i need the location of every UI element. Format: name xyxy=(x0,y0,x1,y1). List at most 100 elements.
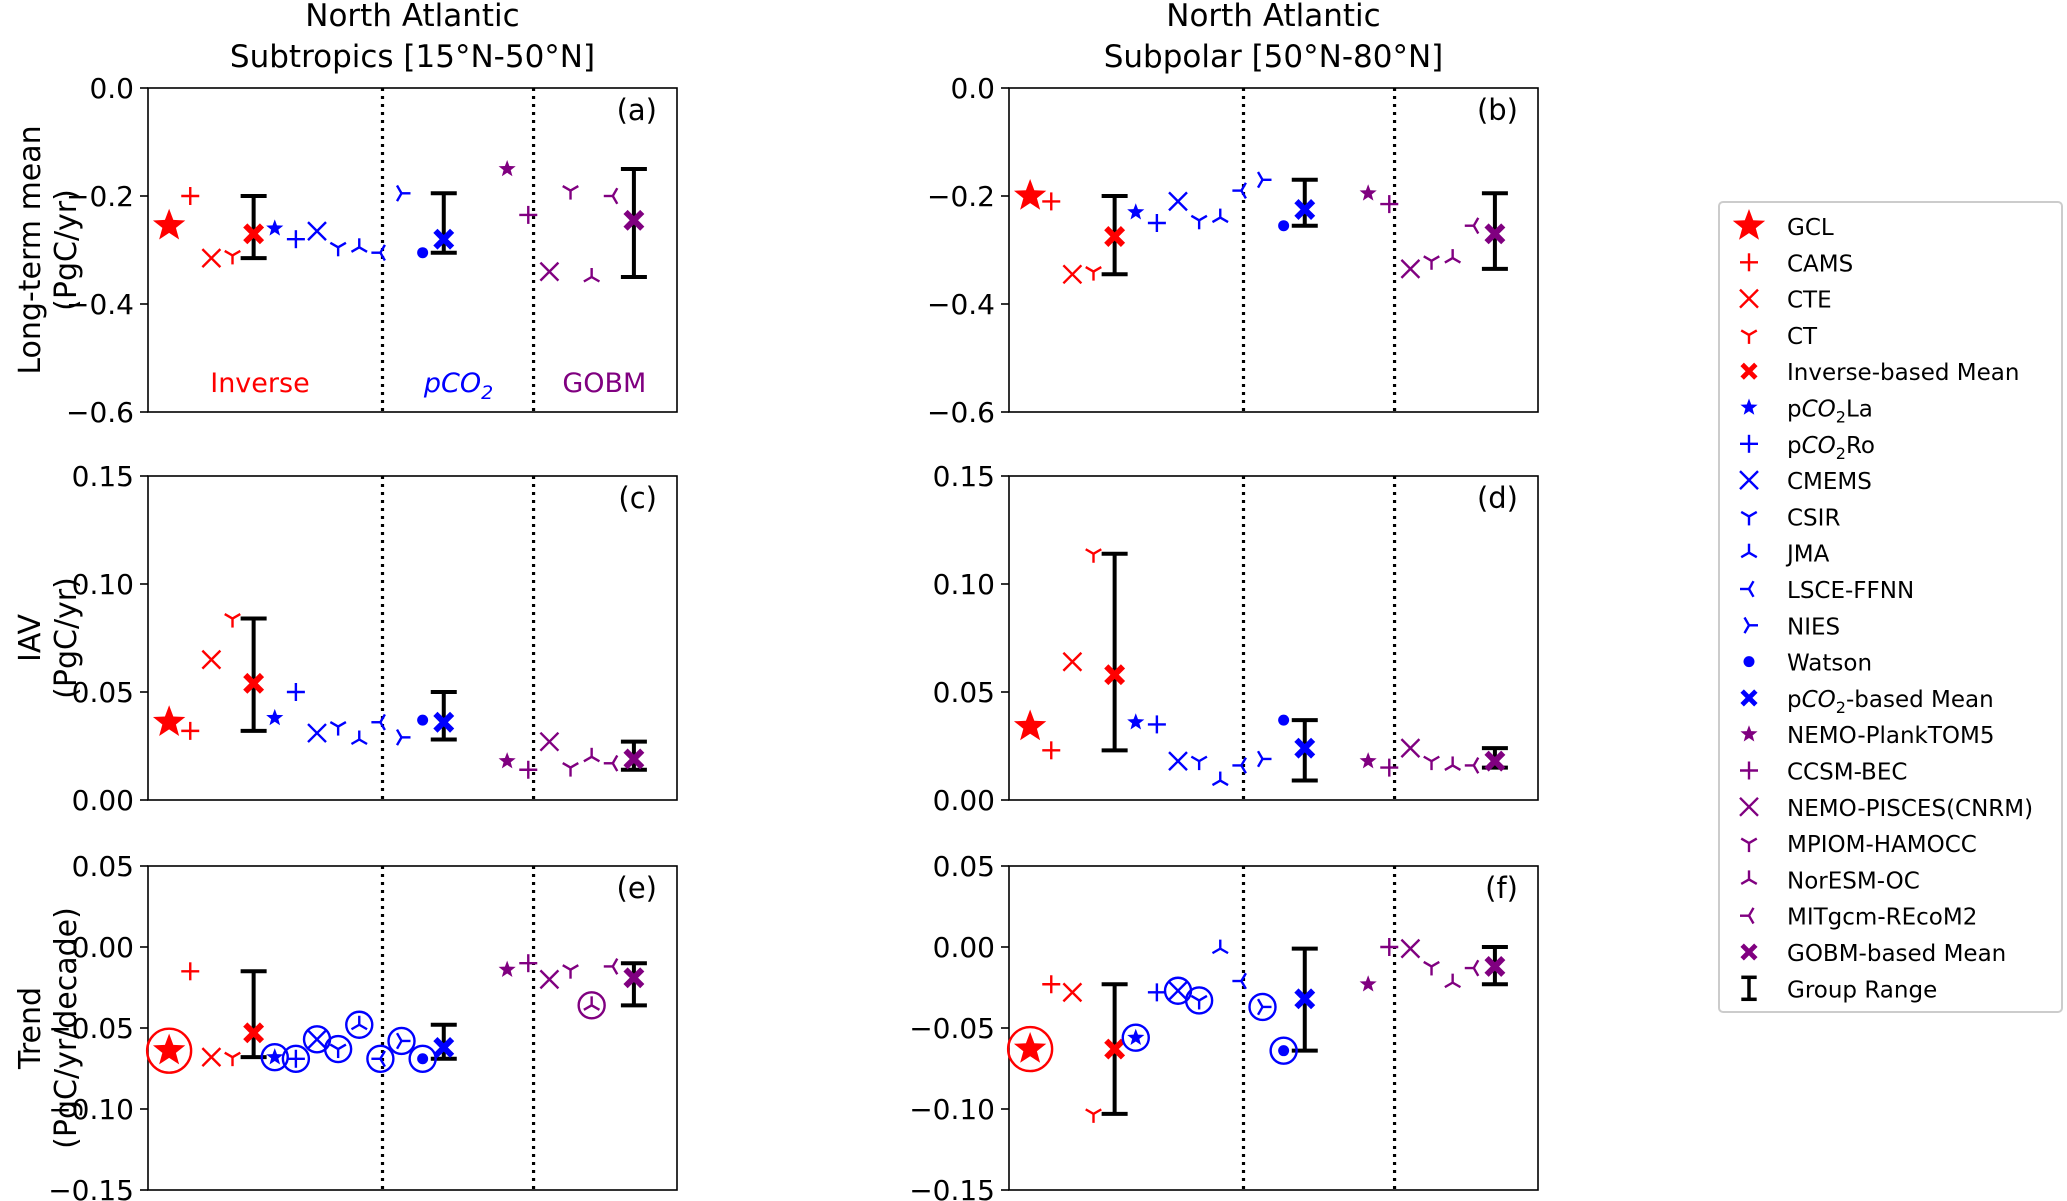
data-point-tri_right xyxy=(395,184,411,202)
data-point-tri_right xyxy=(395,1032,411,1050)
legend-marker-xfilled xyxy=(1740,362,1758,380)
group-mean-marker xyxy=(1104,1038,1126,1060)
significance-circle xyxy=(260,1042,289,1072)
data-point-plus xyxy=(519,760,538,779)
ylabel-line2: (PgC/yr) xyxy=(49,577,84,699)
data-point-star xyxy=(1359,975,1377,992)
ylabel-line2: (PgC/yr) xyxy=(49,189,84,311)
data-point-star xyxy=(152,208,186,240)
data-point-tri_down xyxy=(224,249,241,265)
row-ylabel: IAV (PgC/yr) xyxy=(13,577,84,699)
group-range-errorbar xyxy=(1291,177,1318,228)
data-point-plus xyxy=(1042,192,1061,211)
data-point-plus xyxy=(519,954,538,973)
legend-marker-plus xyxy=(1740,761,1758,780)
data-point-star xyxy=(1359,752,1377,769)
legend-label: CMEMS xyxy=(1787,469,1872,495)
data-point-tri_left xyxy=(603,958,619,975)
axes-frame xyxy=(147,475,678,801)
group-mean-marker xyxy=(433,711,455,733)
data-point-tri_down xyxy=(1190,755,1208,771)
data-point-dot xyxy=(417,1053,429,1065)
panel-d: 0.15 0.10 0.05 0.00 (d) xyxy=(933,460,1539,817)
significance-circle xyxy=(1121,1023,1150,1052)
data-point-tri_right xyxy=(1256,998,1272,1016)
legend-marker-tri_down xyxy=(1740,510,1758,526)
group-mean-marker xyxy=(1484,955,1506,977)
data-point-tri_up xyxy=(1211,208,1229,224)
data-point-tri_up xyxy=(350,1015,368,1031)
data-point-dot xyxy=(417,247,429,259)
significance-circle xyxy=(1269,1036,1298,1065)
panel-e: 0.05 0.00 −0.05 −0.10 −0.15 (e) xyxy=(48,850,678,1201)
y-tick-label: 0.10 xyxy=(72,568,134,601)
data-point-tri_down xyxy=(1085,1108,1102,1123)
group-mean-marker xyxy=(623,748,645,770)
data-point-x xyxy=(201,1047,222,1068)
legend-item: CCSM-BEC xyxy=(1740,760,1907,786)
group-range-errorbar xyxy=(430,191,457,255)
row-ylabel: Trend (PgC/yr/decade) xyxy=(13,907,84,1149)
data-point-tri_up xyxy=(1444,249,1462,264)
legend-marker-tri_up xyxy=(1740,870,1758,885)
data-point-tri_down xyxy=(1085,266,1102,281)
column-title-line2: Subtropics [15°N-50°N] xyxy=(230,39,595,75)
data-point-star xyxy=(498,752,516,769)
data-point-x xyxy=(1168,980,1188,1001)
legend-marker-tri_down xyxy=(1740,837,1758,853)
legend-label: JMA xyxy=(1785,542,1830,568)
legend-marker-star xyxy=(1740,398,1758,415)
data-point-tri_left xyxy=(1464,217,1480,235)
data-point-tri_down xyxy=(1085,548,1102,563)
y-tick-label: 0.10 xyxy=(933,568,995,601)
ylabel-line1: Trend xyxy=(13,987,48,1070)
axes-frame xyxy=(1008,475,1539,801)
axes-frame xyxy=(147,865,678,1191)
data-point-plus xyxy=(181,721,200,740)
group-mean-marker xyxy=(623,967,645,989)
ylabel-line2: (PgC/yr/decade) xyxy=(49,907,84,1149)
data-point-plus xyxy=(181,187,200,205)
legend-label: CTE xyxy=(1787,288,1832,314)
legend-item: NEMO-PlankTOM5 xyxy=(1740,723,1995,749)
data-point-x xyxy=(1400,738,1421,759)
data-point-tri_left xyxy=(603,754,619,772)
data-point-tri_right xyxy=(1256,171,1272,189)
legend-item: LSCE-FFNN xyxy=(1740,578,1914,604)
data-point-tri_down xyxy=(329,721,347,736)
group-mean-marker xyxy=(1294,737,1316,759)
legend-label: Inverse-based Mean xyxy=(1787,360,2019,386)
group-mean-marker xyxy=(1484,750,1506,772)
data-point-star xyxy=(1013,1032,1047,1063)
significance-circle xyxy=(577,991,606,1020)
legend-marker-x xyxy=(1739,288,1759,309)
y-tick-label: −0.6 xyxy=(66,396,134,429)
data-point-x xyxy=(1400,259,1421,279)
legend-marker-tri_down xyxy=(1740,329,1758,344)
data-point-x xyxy=(1400,938,1421,959)
significance-circle xyxy=(281,1044,311,1073)
y-tick-label: −0.05 xyxy=(48,1012,134,1045)
legend-item: NIES xyxy=(1743,614,1840,640)
legend-marker-star xyxy=(1732,209,1766,240)
data-point-star xyxy=(266,219,284,236)
y-tick-label: 0.0 xyxy=(89,72,134,105)
panel-b: 0.0 −0.2 −0.4 −0.6 (b) xyxy=(927,72,1539,429)
y-tick-label: 0.00 xyxy=(72,931,134,964)
legend-item: CT xyxy=(1740,324,1818,350)
legend-box xyxy=(1718,201,2063,1013)
column-title-line2: Subpolar [50°N-80°N] xyxy=(1104,39,1444,75)
panel-label: (c) xyxy=(618,481,657,515)
legend-label: pCO2Ro xyxy=(1787,433,1875,463)
column-title-line1: North Atlantic xyxy=(1166,0,1380,34)
data-point-tri_down xyxy=(1423,755,1440,771)
y-tick-label: −0.10 xyxy=(909,1093,995,1126)
data-point-x xyxy=(307,221,327,241)
panel-label: (e) xyxy=(617,871,657,905)
panel-a: 0.0 −0.2 −0.4 −0.6 (a) Inverse pCO2 GOBM xyxy=(66,72,678,429)
group-mean-marker xyxy=(1294,988,1316,1010)
legend-label: CT xyxy=(1787,324,1818,350)
y-tick-label: −0.6 xyxy=(927,396,995,429)
data-point-tri_left xyxy=(1464,959,1480,977)
